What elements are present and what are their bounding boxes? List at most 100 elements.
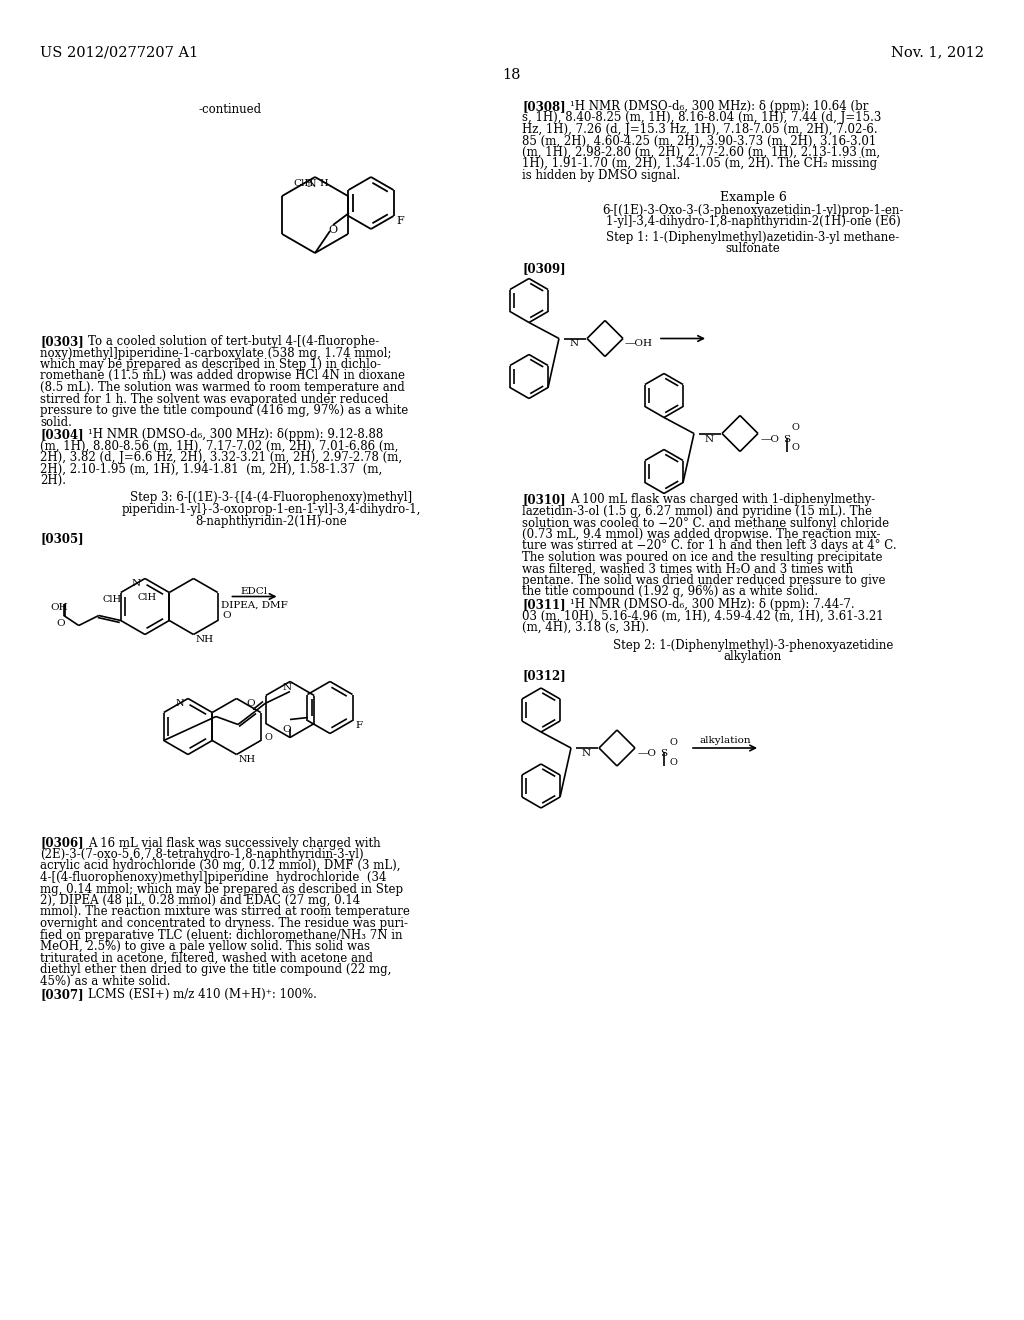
Text: Step 2: 1-(Diphenylmethyl)-3-phenoxyazetidine: Step 2: 1-(Diphenylmethyl)-3-phenoxyazet… — [612, 639, 893, 652]
Text: NH: NH — [239, 755, 256, 764]
Text: [0312]: [0312] — [522, 669, 565, 682]
Text: [0304]: [0304] — [40, 428, 84, 441]
Text: A 16 mL vial flask was successively charged with: A 16 mL vial flask was successively char… — [88, 837, 381, 850]
Text: ture was stirred at −20° C. for 1 h and then left 3 days at 4° C.: ture was stirred at −20° C. for 1 h and … — [522, 540, 897, 553]
Text: 8-naphthyridin-2(1H)-one: 8-naphthyridin-2(1H)-one — [196, 515, 347, 528]
Text: O: O — [792, 424, 800, 433]
Text: O: O — [223, 610, 231, 619]
Text: is hidden by DMSO signal.: is hidden by DMSO signal. — [522, 169, 680, 182]
Text: O: O — [792, 444, 800, 453]
Text: mg, 0.14 mmol; which may be prepared as described in Step: mg, 0.14 mmol; which may be prepared as … — [40, 883, 403, 895]
Text: solid.: solid. — [40, 416, 72, 429]
Text: ¹H NMR (DMSO-d₆, 300 MHz): δ (ppm): 7.44-7.: ¹H NMR (DMSO-d₆, 300 MHz): δ (ppm): 7.44… — [570, 598, 855, 611]
Text: [0303]: [0303] — [40, 335, 84, 348]
Text: F: F — [396, 216, 404, 226]
Text: O: O — [56, 619, 66, 628]
Text: Step 1: 1-(Diphenylmethyl)azetidin-3-yl methane-: Step 1: 1-(Diphenylmethyl)azetidin-3-yl … — [606, 231, 900, 244]
Text: overnight and concentrated to dryness. The residue was puri-: overnight and concentrated to dryness. T… — [40, 917, 408, 931]
Text: (8.5 mL). The solution was warmed to room temperature and: (8.5 mL). The solution was warmed to roo… — [40, 381, 404, 393]
Text: piperidin-1-yl}-3-oxoprop-1-en-1-yl]-3,4-dihydro-1,: piperidin-1-yl}-3-oxoprop-1-en-1-yl]-3,4… — [121, 503, 421, 516]
Text: F: F — [355, 721, 362, 730]
Text: N: N — [132, 579, 141, 589]
Text: 2H).: 2H). — [40, 474, 66, 487]
Text: N: N — [175, 700, 184, 709]
Text: the title compound (1.92 g, 96%) as a white solid.: the title compound (1.92 g, 96%) as a wh… — [522, 586, 818, 598]
Text: O: O — [283, 726, 291, 734]
Text: S: S — [660, 748, 667, 758]
Text: ClH: ClH — [137, 594, 156, 602]
Text: Hz, 1H), 7.26 (d, J=15.3 Hz, 1H), 7.18-7.05 (m, 2H), 7.02-6.: Hz, 1H), 7.26 (d, J=15.3 Hz, 1H), 7.18-7… — [522, 123, 878, 136]
Text: MeOH, 2.5%) to give a pale yellow solid. This solid was: MeOH, 2.5%) to give a pale yellow solid.… — [40, 940, 370, 953]
Text: [0308]: [0308] — [522, 100, 565, 114]
Text: (m, 1H), 2.98-2.80 (m, 2H), 2.77-2.60 (m, 1H), 2.13-1.93 (m,: (m, 1H), 2.98-2.80 (m, 2H), 2.77-2.60 (m… — [522, 147, 880, 158]
Text: sulfonate: sulfonate — [726, 243, 780, 256]
Text: [0306]: [0306] — [40, 837, 84, 850]
Text: 4-[(4-fluorophenoxy)methyl]piperidine  hydrochloride  (34: 4-[(4-fluorophenoxy)methyl]piperidine hy… — [40, 871, 386, 884]
Text: [0311]: [0311] — [522, 598, 565, 611]
Text: alkylation: alkylation — [699, 737, 751, 744]
Text: pressure to give the title compound (416 mg, 97%) as a white: pressure to give the title compound (416… — [40, 404, 409, 417]
Text: acrylic acid hydrochloride (30 mg, 0.12 mmol), DMF (3 mL),: acrylic acid hydrochloride (30 mg, 0.12 … — [40, 859, 400, 873]
Text: diethyl ether then dried to give the title compound (22 mg,: diethyl ether then dried to give the tit… — [40, 964, 391, 975]
Text: 2H), 2.10-1.95 (m, 1H), 1.94-1.81  (m, 2H), 1.58-1.37  (m,: 2H), 2.10-1.95 (m, 1H), 1.94-1.81 (m, 2H… — [40, 462, 382, 475]
Text: solution was cooled to −20° C. and methane sulfonyl chloride: solution was cooled to −20° C. and metha… — [522, 516, 889, 529]
Text: alkylation: alkylation — [724, 649, 782, 663]
Text: 85 (m, 2H), 4.60-4.25 (m, 2H), 3.90-3.73 (m, 2H), 3.16-3.01: 85 (m, 2H), 4.60-4.25 (m, 2H), 3.90-3.73… — [522, 135, 877, 148]
Text: N: N — [306, 180, 315, 189]
Text: romethane (11.5 mL) was added dropwise HCl 4N in dioxane: romethane (11.5 mL) was added dropwise H… — [40, 370, 406, 383]
Text: was filtered, washed 3 times with H₂O and 3 times with: was filtered, washed 3 times with H₂O an… — [522, 562, 853, 576]
Text: N: N — [570, 339, 579, 348]
Text: LCMS (ESI+) m/z 410 (M+H)⁺: 100%.: LCMS (ESI+) m/z 410 (M+H)⁺: 100%. — [88, 987, 316, 1001]
Text: A 100 mL flask was charged with 1-diphenylmethy-: A 100 mL flask was charged with 1-diphen… — [570, 494, 876, 507]
Text: O: O — [669, 738, 677, 747]
Text: 1-yl]-3,4-dihydro-1,8-naphthyridin-2(1H)-one (E6): 1-yl]-3,4-dihydro-1,8-naphthyridin-2(1H)… — [605, 215, 900, 228]
Text: O: O — [669, 758, 677, 767]
Text: DIPEA, DMF: DIPEA, DMF — [220, 601, 288, 610]
Text: [0309]: [0309] — [522, 261, 565, 275]
Text: noxy)methyl]piperidine-1-carboxylate (538 mg, 1.74 mmol;: noxy)methyl]piperidine-1-carboxylate (53… — [40, 346, 391, 359]
Text: pentane. The solid was dried under reduced pressure to give: pentane. The solid was dried under reduc… — [522, 574, 886, 587]
Text: —O: —O — [638, 748, 657, 758]
Text: 2H), 3.82 (d, J=6.6 Hz, 2H), 3.32-3.21 (m, 2H), 2.97-2.78 (m,: 2H), 3.82 (d, J=6.6 Hz, 2H), 3.32-3.21 (… — [40, 451, 402, 465]
Text: 2), DIPEA (48 μL, 0.28 mmol) and EDAC (27 mg, 0.14: 2), DIPEA (48 μL, 0.28 mmol) and EDAC (2… — [40, 894, 360, 907]
Text: O: O — [246, 698, 255, 708]
Text: The solution was poured on ice and the resulting precipitate: The solution was poured on ice and the r… — [522, 550, 883, 564]
Text: Step 3: 6-[(1E)-3-{[4-(4-Fluorophenoxy)methyl]: Step 3: 6-[(1E)-3-{[4-(4-Fluorophenoxy)m… — [130, 491, 412, 504]
Text: Example 6: Example 6 — [720, 190, 786, 203]
Text: EDCl: EDCl — [241, 586, 267, 595]
Text: [0307]: [0307] — [40, 987, 84, 1001]
Text: 6-[(1E)-3-Oxo-3-(3-phenoxyazetidin-1-yl)prop-1-en-: 6-[(1E)-3-Oxo-3-(3-phenoxyazetidin-1-yl)… — [602, 205, 904, 216]
Text: O: O — [265, 733, 272, 742]
Text: US 2012/0277207 A1: US 2012/0277207 A1 — [40, 45, 199, 59]
Text: 1H), 1.91-1.70 (m, 2H), 1.34-1.05 (m, 2H). The CH₂ missing: 1H), 1.91-1.70 (m, 2H), 1.34-1.05 (m, 2H… — [522, 157, 878, 170]
Text: —O: —O — [761, 434, 780, 444]
Text: 18: 18 — [503, 69, 521, 82]
Text: Nov. 1, 2012: Nov. 1, 2012 — [891, 45, 984, 59]
Text: (m, 4H), 3.18 (s, 3H).: (m, 4H), 3.18 (s, 3H). — [522, 620, 649, 634]
Text: OH: OH — [51, 603, 69, 612]
Text: —OH: —OH — [625, 339, 653, 348]
Text: 03 (m, 10H), 5.16-4.96 (m, 1H), 4.59-4.42 (m, 1H), 3.61-3.21: 03 (m, 10H), 5.16-4.96 (m, 1H), 4.59-4.4… — [522, 610, 884, 623]
Text: (2E)-3-(7-oxo-5,6,7,8-tetrahydro-1,8-naphthyridin-3-yl): (2E)-3-(7-oxo-5,6,7,8-tetrahydro-1,8-nap… — [40, 847, 364, 861]
Text: O: O — [329, 224, 338, 235]
Text: which may be prepared as described in Step 1) in dichlo-: which may be prepared as described in St… — [40, 358, 381, 371]
Text: ClH: ClH — [293, 180, 313, 187]
Text: (m, 1H), 8.80-8.56 (m, 1H), 7.17-7.02 (m, 2H), 7.01-6.86 (m,: (m, 1H), 8.80-8.56 (m, 1H), 7.17-7.02 (m… — [40, 440, 398, 453]
Text: stirred for 1 h. The solvent was evaporated under reduced: stirred for 1 h. The solvent was evapora… — [40, 392, 388, 405]
Text: (0.73 mL, 9.4 mmol) was added dropwise. The reaction mix-: (0.73 mL, 9.4 mmol) was added dropwise. … — [522, 528, 881, 541]
Text: ¹H NMR (DMSO-d₆, 300 MHz): δ (ppm): 10.64 (br: ¹H NMR (DMSO-d₆, 300 MHz): δ (ppm): 10.6… — [570, 100, 868, 114]
Text: mmol). The reaction mixture was stirred at room temperature: mmol). The reaction mixture was stirred … — [40, 906, 410, 919]
Text: [0305]: [0305] — [40, 532, 84, 545]
Text: [0310]: [0310] — [522, 494, 565, 507]
Text: 45%) as a white solid.: 45%) as a white solid. — [40, 974, 171, 987]
Text: N: N — [705, 434, 714, 444]
Text: triturated in acetone, filtered, washed with acetone and: triturated in acetone, filtered, washed … — [40, 952, 373, 965]
Text: -continued: -continued — [199, 103, 261, 116]
Text: H: H — [319, 180, 328, 187]
Text: N: N — [283, 684, 292, 693]
Text: NH: NH — [196, 635, 214, 644]
Text: fied on preparative TLC (eluent: dichloromethane/NH₃ 7N in: fied on preparative TLC (eluent: dichlor… — [40, 928, 402, 941]
Text: To a cooled solution of tert-butyl 4-[(4-fluorophe-: To a cooled solution of tert-butyl 4-[(4… — [88, 335, 379, 348]
Text: ClH: ClH — [102, 594, 122, 603]
Text: lazetidin-3-ol (1.5 g, 6.27 mmol) and pyridine (15 mL). The: lazetidin-3-ol (1.5 g, 6.27 mmol) and py… — [522, 506, 872, 517]
